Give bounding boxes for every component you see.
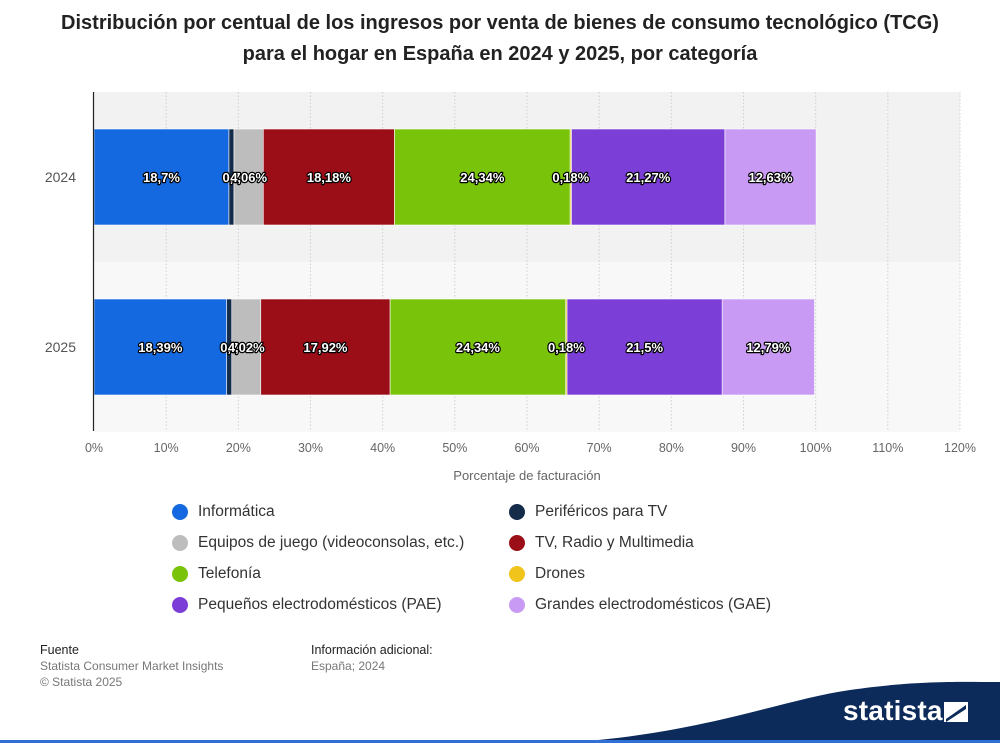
legend-label: Pequeños electrodomésticos (PAE) [198,595,442,613]
y-category-label: 2025 [45,339,76,355]
chart-title: Distribución por centual de los ingresos… [61,12,939,65]
legend-label: Telefonía [198,564,261,582]
bar-data-label: 17,92% [303,340,348,355]
bar-segment [263,128,395,226]
data-labels: 18,7% 0,74,06% 18,18% 24,34% 0,18% 21,27% 12,6… [137,169,794,356]
x-tick-label: 100% [800,441,832,455]
bar-data-label: 0,7 [222,170,240,185]
x-tick-label: 40% [370,441,395,455]
legend-label: Grandes electrodomésticos (GAE) [535,595,772,613]
source-line: Statista Consumer Market Insights [40,659,224,673]
x-axis-title: Porcentaje de facturación [453,468,600,483]
x-tick-label: 30% [298,441,323,455]
bar-data-label: 24,34% [456,340,501,355]
bar-segment [724,128,817,226]
legend-swatch [509,503,525,520]
legend-swatch [509,565,525,582]
legend-item: Equipos de juego (videoconsolas, etc.) [172,531,509,554]
bar-segment [93,128,230,226]
bar-segment [571,128,726,226]
legend-item: Drones [509,562,846,585]
bar-segment [394,128,571,226]
legend-item: Telefonía [172,562,509,585]
legend-item: TV, Radio y Multimedia [509,531,846,554]
bar-segment [260,298,391,396]
bar-data-label: 0,7 [220,340,238,355]
source-block: Fuente Statista Consumer Market Insights… [40,642,223,690]
legend-item: Informática [172,500,509,523]
legend-swatch [172,596,188,613]
bar-data-label: 18,7% [143,170,180,185]
legend-label: Drones [535,564,585,582]
x-tick-label: 120% [944,441,976,455]
bar-data-label: 4,06% [230,170,267,185]
legend-label: TV, Radio y Multimedia [535,533,694,551]
x-tick-label: 0% [85,441,103,455]
legend-item: Pequeños electrodomésticos (PAE) [172,593,509,616]
statista-logo: statista [843,695,943,726]
legend-swatch [172,565,188,582]
x-tick-label: 80% [659,441,684,455]
bar-data-label: 21,5% [626,340,663,355]
legend-swatch [172,534,188,551]
bar-segment [93,298,228,396]
bar-data-label: 12,63% [748,170,793,185]
source-heading: Fuente [40,643,79,657]
legend-swatch [172,503,188,520]
bar-data-label: 12,79% [746,340,791,355]
legend-swatch [509,596,525,613]
bar-segment [721,298,815,396]
bar-data-label: 0,18% [548,340,585,355]
x-axis-ticks: 0% 10% 20% 30% 40% 50% 60% 70% 80% 90% 100% 110% 120… [85,441,976,455]
legend-item: Periféricos para TV [509,500,846,523]
bar-data-label: 18,39% [138,340,183,355]
copyright-line: © Statista 2025 [40,675,123,689]
x-tick-label: 20% [226,441,251,455]
bar-data-label: 18,18% [307,170,352,185]
legend-label: Informática [198,502,275,520]
legend-swatch [509,534,525,551]
bar-data-label: 21,27% [626,170,671,185]
bar-segment [566,298,723,396]
bar-data-label: 0,18% [552,170,589,185]
legend: Informática Periféricos para TV Equipos de… [172,500,872,616]
bar-segment [233,128,264,226]
additional-info-heading: Información adicional: [311,643,433,657]
x-tick-label: 10% [154,441,179,455]
legend-label: Periféricos para TV [535,502,668,520]
x-tick-label: 50% [442,441,467,455]
bar-data-label: 4,02% [228,340,265,355]
x-tick-label: 60% [514,441,539,455]
bars [93,128,817,396]
bar-segment [389,298,567,396]
y-axis-labels: 2024 2025 [45,169,76,355]
y-category-label: 2024 [45,169,76,185]
additional-info-line: España; 2024 [311,659,386,673]
x-tick-label: 90% [731,441,756,455]
legend-item: Grandes electrodomésticos (GAE) [509,593,846,616]
x-tick-label: 70% [587,441,612,455]
legend-label: Equipos de juego (videoconsolas, etc.) [198,533,465,551]
bar-data-label: 24,34% [460,170,505,185]
additional-info-block: Información adicional: España; 2024 [311,642,433,674]
x-tick-label: 110% [872,441,903,455]
